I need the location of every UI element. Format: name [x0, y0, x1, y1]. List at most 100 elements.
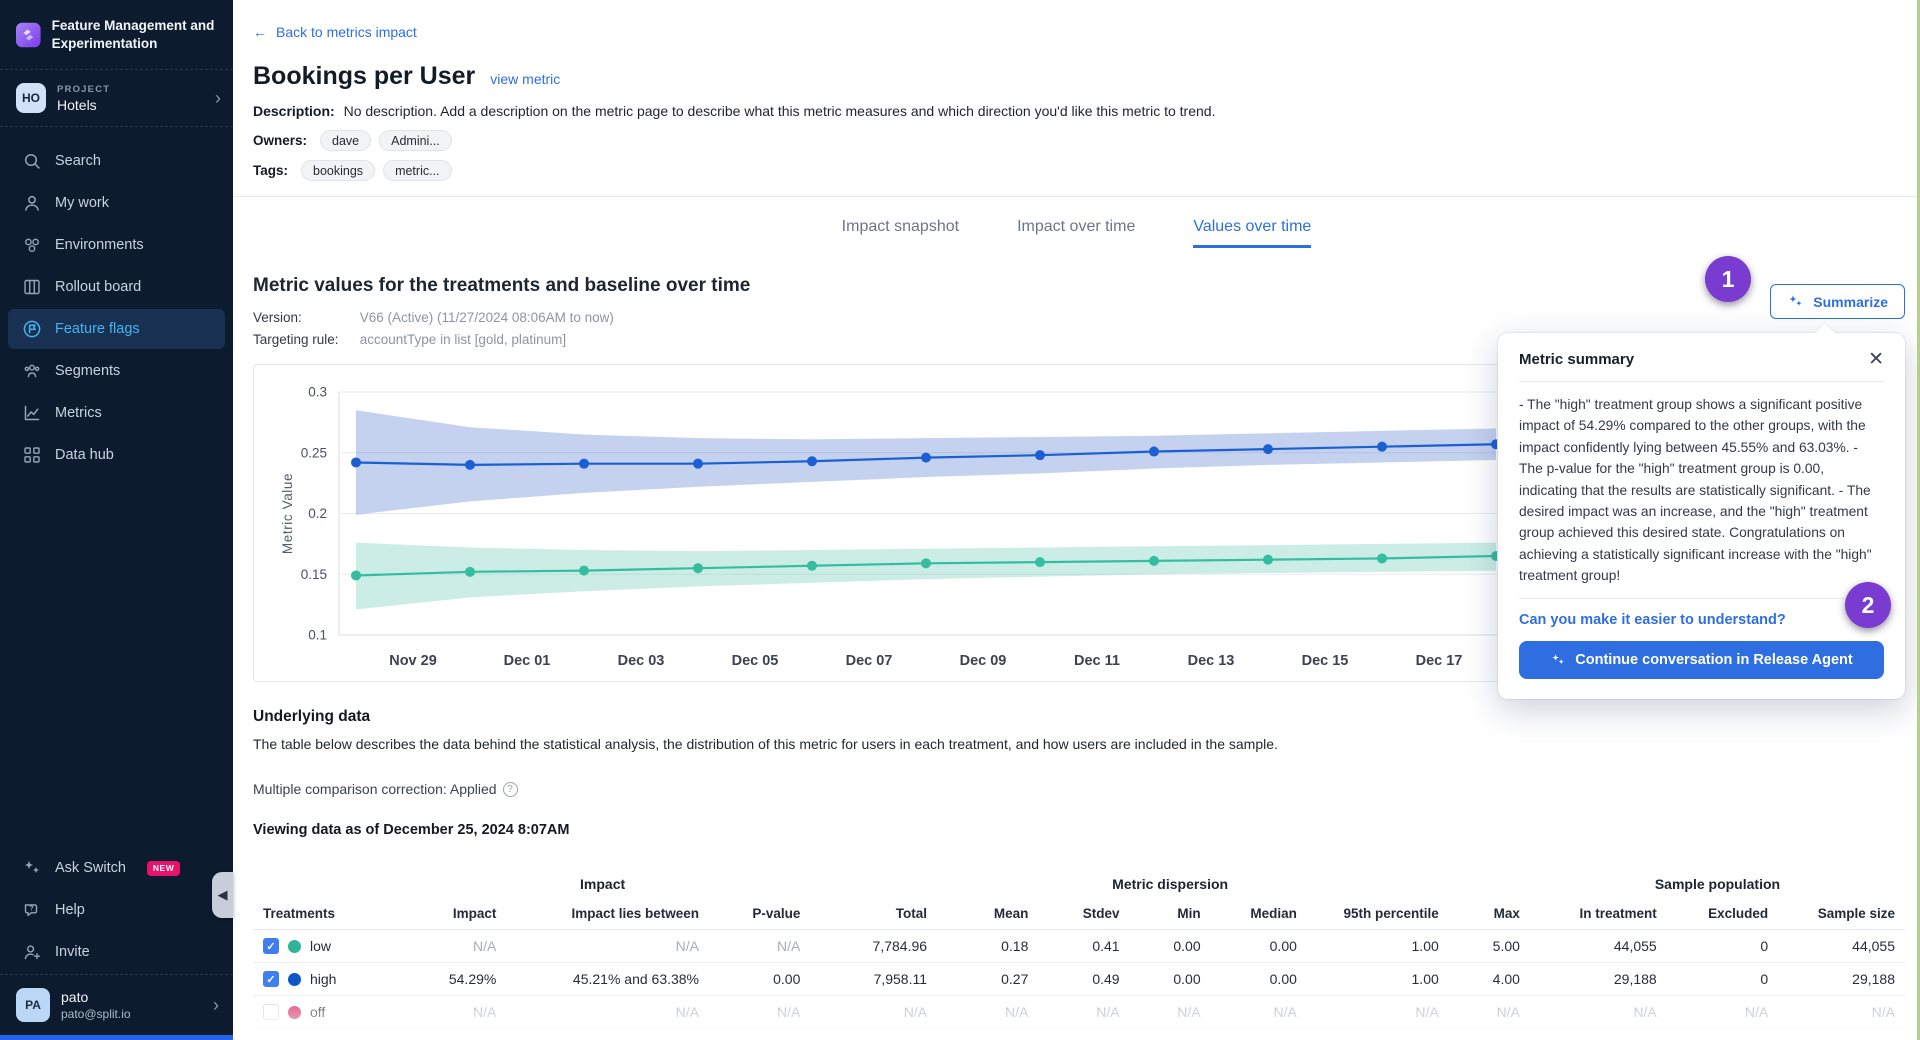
cell: 29,188	[1529, 962, 1667, 997]
cell: N/A	[1448, 995, 1530, 1030]
sidebar-item-label: Help	[55, 902, 85, 918]
treatment-checkbox-off[interactable]	[263, 1004, 279, 1021]
header-divider	[233, 196, 1920, 197]
cell: 0.18	[937, 929, 1039, 964]
svg-text:Dec 05: Dec 05	[732, 653, 779, 669]
app-logo-row[interactable]: Feature Management and Experimentation	[0, 0, 233, 69]
screen-edge-strip	[1917, 0, 1920, 1040]
correction-text: Multiple comparison correction: Applied	[253, 781, 497, 798]
treatment-name: off	[310, 1004, 326, 1021]
environments-icon	[25, 238, 40, 253]
back-link[interactable]: ← Back to metrics impact	[253, 24, 417, 40]
description-label: Description:	[253, 103, 335, 119]
cell: N/A	[394, 995, 507, 1030]
sidebar-item-search[interactable]: Search	[8, 141, 225, 181]
metrics-icon	[24, 405, 40, 421]
svg-text:Metric Value: Metric Value	[280, 473, 295, 554]
sidebar-item-ask-switch[interactable]: Ask Switch NEW	[8, 848, 225, 888]
col-sample-size: Sample size	[1778, 898, 1905, 931]
avatar: PA	[16, 988, 50, 1022]
sidebar-item-rollout-board[interactable]: Rollout board	[8, 267, 225, 307]
sidebar-item-label: Segments	[55, 363, 121, 379]
sidebar-item-invite[interactable]: Invite	[8, 932, 225, 972]
owners-row: Owners: dave Admini...	[233, 119, 1920, 151]
svg-text:Dec 01: Dec 01	[504, 653, 551, 669]
view-metric-link[interactable]: view metric	[490, 71, 561, 87]
sidebar-item-feature-flags[interactable]: Feature flags	[8, 309, 225, 349]
tags-row: Tags: bookings metric...	[233, 151, 1920, 181]
project-switcher[interactable]: HO PROJECT Hotels ›	[0, 70, 233, 126]
correction-row: Multiple comparison correction: Applied …	[253, 781, 1900, 797]
tab-impact-over-time[interactable]: Impact over time	[1017, 218, 1136, 235]
svg-text:Dec 11: Dec 11	[1074, 653, 1120, 669]
treatment-dot-low	[288, 939, 301, 953]
sidebar-item-segments[interactable]: Segments	[8, 351, 225, 391]
col-excluded: Excluded	[1666, 898, 1779, 931]
sidebar-divider	[0, 974, 233, 975]
user-icon	[25, 195, 39, 211]
group-header-sample-population: Sample population	[1654, 876, 1781, 893]
continue-conversation-button[interactable]: Continue conversation in Release Agent	[1519, 641, 1884, 680]
new-badge: NEW	[146, 860, 181, 876]
project-badge: HO	[16, 83, 46, 113]
treatment-dot-high	[288, 972, 301, 986]
tag-chip[interactable]: metric...	[383, 160, 452, 181]
values-over-time-chart[interactable]: 0.1 0.15 0.2 0.25 0.3 Nov 29 Dec 01 Dec 03 Dec 0…	[254, 365, 1889, 681]
col-stdev: Stdev	[1038, 898, 1130, 931]
owners-label: Owners:	[253, 133, 308, 148]
continue-conversation-label: Continue conversation in Release Agent	[1575, 652, 1853, 669]
sidebar-nav: Search My work Environments Rollout boar…	[0, 127, 233, 477]
user-name: pato	[61, 989, 89, 1005]
step-badge-1: 1	[1705, 256, 1751, 302]
treatment-checkbox-high[interactable]	[263, 971, 279, 988]
info-question-icon[interactable]: ?	[502, 781, 518, 797]
cell: 0.41	[1038, 929, 1130, 964]
version-value: V66 (Active) (11/27/2024 08:06AM to now)	[359, 310, 614, 325]
chevron-right-icon: ›	[215, 88, 221, 108]
owner-chip[interactable]: Admini...	[379, 130, 452, 151]
sidebar-item-label: My work	[55, 195, 109, 211]
tab-values-over-time[interactable]: Values over time	[1193, 218, 1312, 248]
sidebar-item-data-hub[interactable]: Data hub	[8, 435, 225, 475]
sidebar-item-label: Rollout board	[55, 279, 142, 295]
col-total: Total	[810, 898, 938, 931]
user-menu[interactable]: PA pato pato@split.io ›	[0, 975, 233, 1035]
owner-chip[interactable]: dave	[320, 130, 372, 151]
main-content: ← Back to metrics impact Bookings per Us…	[233, 0, 1920, 1040]
treatment-checkbox-low[interactable]	[263, 938, 279, 955]
app-title: Feature Management and Experimentation	[51, 17, 215, 51]
sidebar-item-help[interactable]: ? Help	[8, 890, 225, 930]
sidebar-item-label: Search	[55, 153, 101, 169]
sidebar-item-my-work[interactable]: My work	[8, 183, 225, 223]
cell: 45.21% and 63.38%	[506, 962, 710, 997]
cell: 4.00	[1448, 962, 1530, 997]
targeting-rule-label: Targeting rule:	[253, 331, 339, 347]
svg-text:0.15: 0.15	[301, 567, 327, 582]
col-max: Max	[1448, 898, 1530, 931]
summarize-button[interactable]: Summarize	[1770, 284, 1905, 319]
treatment-dot-off	[288, 1005, 301, 1019]
tab-impact-snapshot[interactable]: Impact snapshot	[841, 218, 960, 235]
cell: N/A	[1306, 995, 1449, 1030]
popover-divider	[1519, 598, 1884, 600]
followup-question-link[interactable]: Can you make it easier to understand?	[1519, 612, 1786, 629]
sidebar-item-environments[interactable]: Environments	[8, 225, 225, 265]
table-row-high: high 54.29% 45.21% and 63.38% 0.00 7,958…	[253, 962, 1905, 997]
sparkles-icon	[1789, 295, 1802, 306]
sidebar-item-metrics[interactable]: Metrics	[8, 393, 225, 433]
treatment-name: high	[310, 971, 337, 988]
tags-label: Tags:	[253, 163, 289, 178]
col-treatments: Treatments	[253, 898, 395, 931]
col-median: Median	[1210, 898, 1307, 931]
sidebar-collapse-handle[interactable]: ◀	[212, 872, 233, 918]
cell: 29,188	[1778, 962, 1905, 997]
cell: 7,958.11	[810, 962, 938, 997]
targeting-rule-value: accountType in list [gold, platinum]	[359, 331, 567, 347]
cell: 0	[1666, 962, 1779, 997]
close-icon[interactable]: ✕	[1868, 349, 1884, 370]
tag-chip[interactable]: bookings	[301, 160, 376, 181]
svg-text:?: ?	[29, 906, 33, 913]
table-column-header-row: Treatments Impact Impact lies between P-…	[253, 898, 1905, 931]
data-hub-icon	[24, 447, 40, 463]
svg-text:Dec 15: Dec 15	[1302, 653, 1349, 669]
